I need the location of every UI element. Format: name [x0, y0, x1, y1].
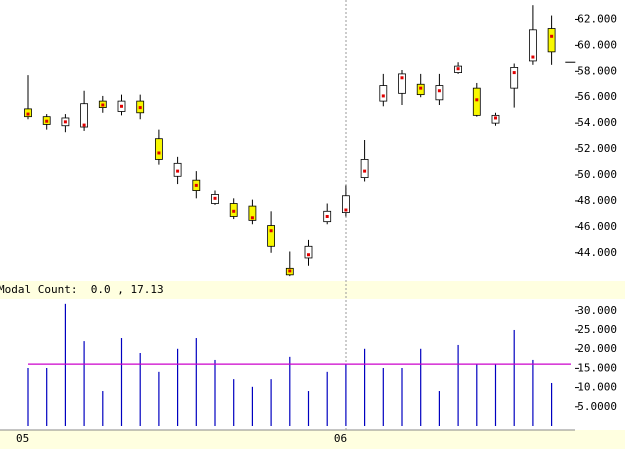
y-tick-label: 50.000: [577, 168, 617, 181]
modal-marker: [419, 86, 423, 90]
candle-body: [304, 245, 313, 259]
candle-body: [379, 85, 388, 102]
modal-marker: [63, 120, 67, 124]
modal-marker: [381, 94, 385, 98]
y-tick-label: 25.000: [577, 323, 617, 336]
modal-marker: [232, 209, 236, 213]
candle-body: [80, 103, 88, 128]
candle-body: [267, 225, 276, 247]
y-tick-label: 58.000: [577, 64, 617, 77]
y-tick-label: 48.000: [577, 194, 617, 207]
y-tick-label: 60.000: [577, 38, 617, 51]
modal-marker: [494, 116, 497, 120]
y-tick-label: 10.000: [577, 381, 617, 394]
modal-marker: [176, 169, 180, 173]
modal-marker: [531, 55, 535, 59]
y-tick-label: 44.000: [577, 246, 617, 259]
y-tick-label: 56.000: [577, 90, 617, 103]
modal-marker: [307, 253, 310, 257]
y-tick-label: 15.000: [577, 361, 617, 374]
modal-marker: [288, 269, 292, 273]
modal-marker: [250, 216, 254, 220]
y-tick-label: 5.0000: [577, 400, 617, 413]
candle-body: [341, 195, 350, 213]
x-tick-label: 06: [334, 432, 347, 445]
modal-marker: [82, 123, 86, 127]
modal-marker: [269, 229, 273, 233]
candle-body: [360, 159, 369, 178]
modal-marker: [157, 151, 161, 155]
modal-marker: [45, 119, 49, 123]
modal-marker: [475, 98, 479, 102]
modal-marker: [194, 183, 198, 187]
indicator-title: Modal Count: 0.0 , 17.13: [0, 283, 164, 296]
modal-marker: [400, 76, 404, 80]
y-tick-label: 54.000: [577, 116, 617, 129]
modal-marker: [26, 112, 30, 116]
modal-marker: [437, 89, 441, 93]
y-tick-label: 30.000: [577, 304, 617, 317]
candle-body: [248, 205, 257, 221]
modal-marker: [138, 106, 142, 110]
x-axis-band: [0, 430, 625, 449]
candle-body: [547, 28, 556, 53]
candle-body: [435, 85, 444, 101]
candle-body: [154, 138, 163, 160]
modal-marker: [512, 71, 516, 75]
modal-marker: [550, 34, 554, 38]
indicator-header: [0, 281, 625, 299]
y-tick-label: 20.000: [577, 342, 617, 355]
modal-marker: [213, 196, 217, 200]
candle-body: [398, 73, 406, 94]
modal-marker: [120, 104, 123, 108]
modal-marker: [101, 103, 105, 107]
modal-marker: [456, 67, 460, 71]
candle-body: [472, 87, 481, 116]
x-tick-label: 05: [16, 432, 29, 445]
y-tick-label: 46.000: [577, 220, 617, 233]
modal-marker: [325, 214, 329, 218]
candle-body: [529, 29, 537, 62]
modal-marker: [363, 169, 367, 173]
y-tick-label: 52.000: [577, 142, 617, 155]
y-tick-label: 62.000: [577, 12, 617, 25]
modal-marker: [344, 208, 348, 212]
candle-body: [510, 67, 519, 89]
